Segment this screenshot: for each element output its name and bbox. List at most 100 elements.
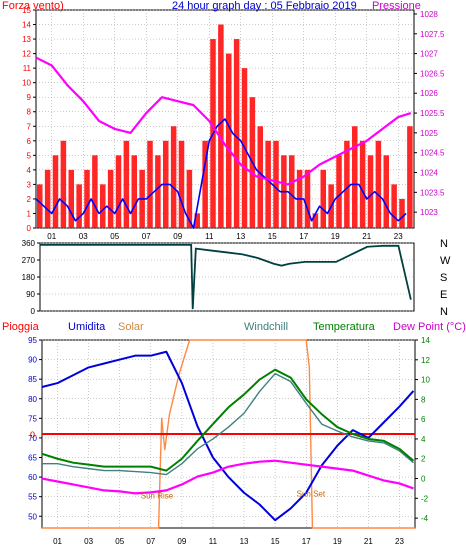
temp-x-tick-label: 13 [240,537,249,546]
wind-bar [265,140,271,228]
dewpoint-label: Dew Point (°C) [393,321,466,333]
temp-x-tick-label: 23 [395,537,404,546]
wind-bar [320,169,327,228]
direction-tick-label: 180 [22,273,36,282]
humidity-left-axis: 50 55 60 65 70 75 80 85 90 95 [28,336,42,521]
pressure-tick-label: 1026 [420,89,438,98]
dewpoint-tick-label: 8 [421,395,426,404]
wind-bar [375,140,382,228]
wind-bar [273,140,279,228]
wind-x-tick-label: 03 [79,232,88,241]
compass-letter: N [440,306,448,318]
wind-x-tick-label: 23 [394,232,403,241]
wind-x-axis: 01 03 05 07 09 11 13 15 17 19 21 23 [47,232,403,241]
windchill-label: Windchill [244,321,288,333]
humidity-tick-label: 55 [28,493,37,502]
humidity-tick-label: 95 [28,336,37,345]
wind-direction-axis: 0 90 180 270 360 [22,239,40,316]
wind-y-tick-label: 8 [27,108,32,117]
wind-bar [60,140,67,228]
wind-average-series [35,118,407,229]
temp-x-tick-label: 19 [333,537,342,546]
wind-bar [186,169,193,228]
pressure-tick-label: 1026.5 [420,69,445,78]
wind-y-tick-label: 7 [27,122,32,131]
wind-y-tick-label: 10 [22,79,31,88]
wind-bar [226,53,232,228]
windchill-series [42,372,414,476]
wind-x-tick-label: 15 [268,232,277,241]
direction-tick-label: 0 [31,307,36,316]
wind-y-tick-label: 15 [22,6,31,15]
wind-bar [352,126,358,228]
sun-annotation: Sun Set [297,489,326,498]
pressure-series [35,56,412,186]
humidity-tick-label: 75 [28,414,37,423]
wind-x-tick-label: 11 [205,232,214,241]
wind-bar [336,155,342,228]
dewpoint-series [41,459,414,495]
temp-x-tick-label: 09 [177,537,186,546]
wind-y-tick-label: 5 [27,151,32,160]
wind-bar [218,24,224,229]
wind-bar [178,140,185,228]
direction-tick-label: 270 [22,256,36,265]
rain-label: Pioggia [2,321,40,333]
wind-bar [44,169,51,228]
temp-panel-series [41,339,415,529]
wind-bar [359,140,366,228]
dewpoint-tick-label: 4 [421,435,426,444]
humidity-tick-label: 80 [28,395,37,404]
wind-bar [367,155,374,228]
humidity-tick-label: 65 [28,454,37,463]
wind-x-tick-label: 05 [110,232,119,241]
temp-x-tick-label: 21 [364,537,373,546]
pressure-tick-label: 1023 [420,208,438,217]
wind-direction-grid [40,242,414,312]
dewpoint-tick-label: 10 [421,376,430,385]
wind-bar [170,126,177,228]
dewpoint-tick-label: 6 [421,415,426,424]
temp-x-tick-label: 11 [209,537,218,546]
wind-bar [312,213,319,228]
pressure-label: Pressione [372,0,421,12]
temp-x-tick-label: 15 [271,537,280,546]
wind-bar [76,184,82,228]
wind-y-tick-label: 2 [27,195,32,204]
humidity-tick-label: 90 [28,356,37,365]
wind-bar [68,169,75,228]
compass-letter: N [440,238,448,250]
solar-series [42,339,415,529]
pressure-tick-label: 1025.5 [420,109,445,118]
temp-x-tick-label: 17 [302,537,311,546]
direction-tick-label: 360 [22,239,36,248]
pressure-tick-label: 1023.5 [420,188,445,197]
dewpoint-tick-label: -2 [421,494,429,503]
pressure-tick-label: 1024 [420,169,438,178]
wind-bar [304,169,311,228]
dewpoint-tick-label: -4 [421,514,429,523]
wind-direction-line [40,243,412,310]
wind-bar [37,184,43,228]
temperature-series [41,368,415,472]
wind-bar [123,140,130,228]
pressure-tick-label: 1025 [420,129,438,138]
pressure-tick-label: 1027 [420,50,438,59]
pressure-line [35,56,412,186]
temperature-label: Temperatura [313,321,376,333]
humidity-tick-label: 50 [28,512,37,521]
compass-letter: E [440,289,447,301]
humidity-tick-label: 85 [28,375,37,384]
temp-x-tick-label: 03 [84,537,93,546]
wind-bar [194,213,201,228]
temp-x-tick-label: 05 [115,537,124,546]
wind-bar [344,140,350,228]
wind-bar [202,140,208,228]
wind-force-label: Forza vento) [2,0,64,12]
wind-bar [155,155,161,228]
